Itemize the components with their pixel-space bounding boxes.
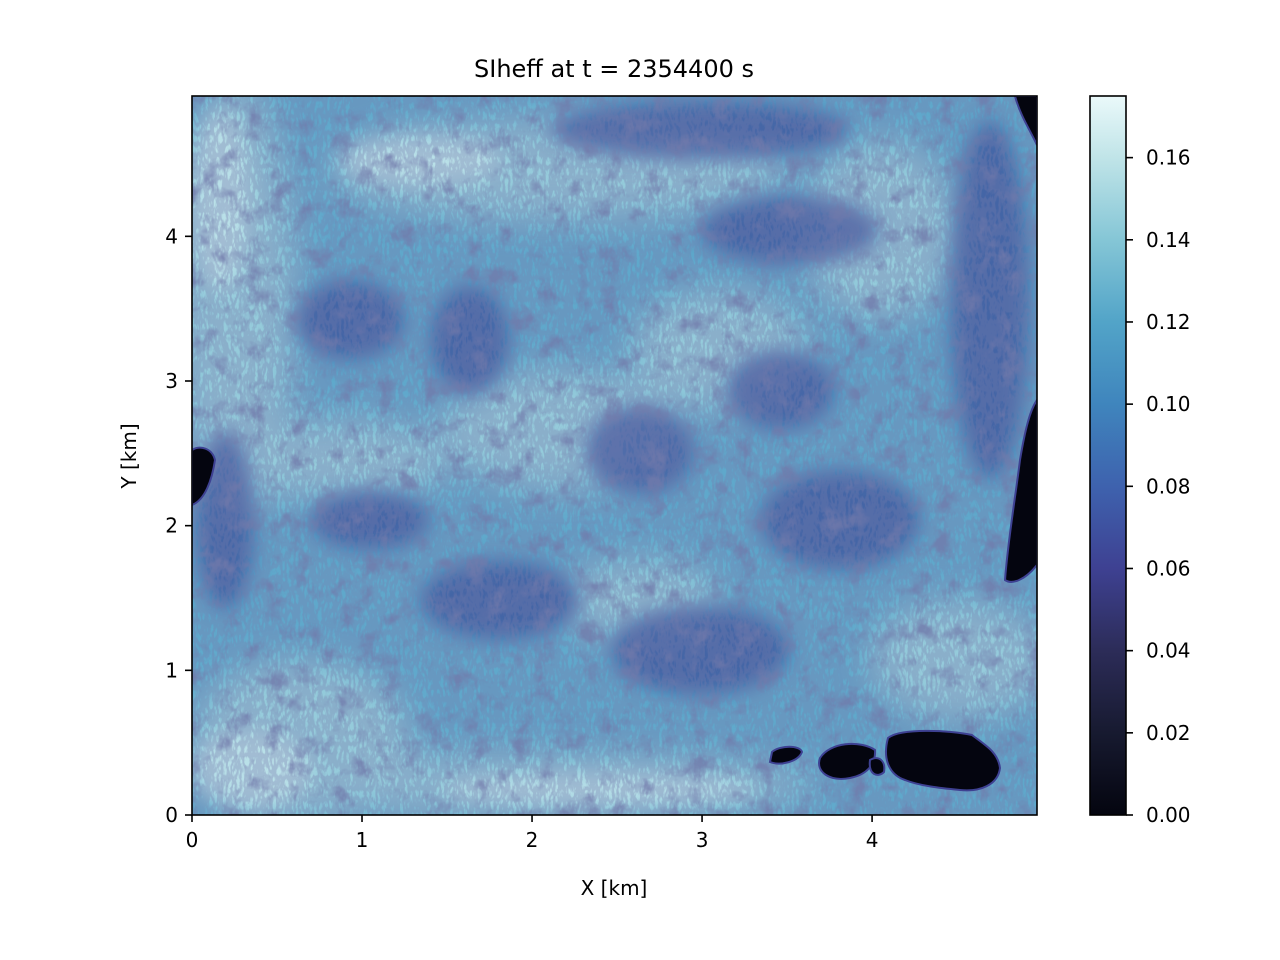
x-axis-ticks: 0 1 2 3 4 bbox=[186, 815, 879, 852]
colorbar bbox=[1089, 95, 1127, 816]
y-tick-label: 2 bbox=[165, 514, 178, 538]
x-tick-label: 4 bbox=[866, 828, 879, 852]
y-tick-label: 1 bbox=[165, 658, 178, 682]
colorbar-tick-label: 0.10 bbox=[1146, 392, 1191, 416]
x-tick-label: 2 bbox=[526, 828, 539, 852]
chart-title: SIheff at t = 2354400 s bbox=[474, 55, 754, 83]
x-tick-label: 0 bbox=[186, 828, 199, 852]
y-tick-label: 3 bbox=[165, 369, 178, 393]
colorbar-tick-label: 0.06 bbox=[1146, 556, 1191, 580]
y-tick-label: 4 bbox=[165, 224, 178, 248]
colorbar-ticks: 0.00 0.02 0.04 0.06 0.08 0.10 0.12 0.14 0.16 bbox=[1126, 146, 1191, 827]
colorbar-tick-label: 0.04 bbox=[1146, 639, 1191, 663]
colorbar-tick-label: 0.08 bbox=[1146, 474, 1191, 498]
x-tick-label: 1 bbox=[356, 828, 369, 852]
colorbar-tick-label: 0.02 bbox=[1146, 721, 1191, 745]
y-axis-ticks: 0 1 2 3 4 bbox=[165, 224, 192, 827]
open-water bbox=[192, 96, 1037, 792]
colorbar-tick-label: 0.14 bbox=[1146, 228, 1191, 252]
colorbar-tick-label: 0.16 bbox=[1146, 146, 1191, 170]
texture-streaks bbox=[192, 96, 1037, 815]
x-axis-label: X [km] bbox=[581, 876, 648, 900]
x-tick-label: 3 bbox=[696, 828, 709, 852]
heatmap-field bbox=[192, 96, 1037, 815]
y-tick-label: 0 bbox=[165, 803, 178, 827]
colorbar-tick-label: 0.12 bbox=[1146, 310, 1191, 334]
y-axis-label: Y [km] bbox=[117, 423, 141, 489]
colorbar-tick-label: 0.00 bbox=[1146, 803, 1191, 827]
plot-area-frame bbox=[191, 95, 1038, 816]
